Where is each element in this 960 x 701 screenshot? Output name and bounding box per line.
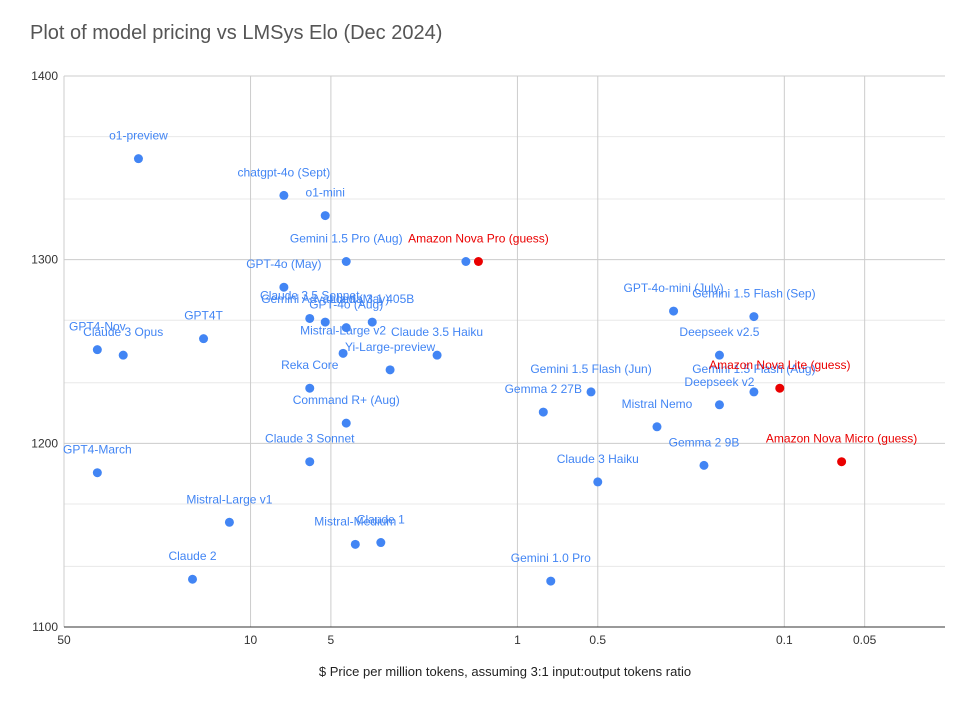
data-label: Claude 3 Haiku [557, 452, 639, 466]
data-label: GPT-4o (Aug) [309, 298, 383, 312]
data-point [669, 306, 679, 316]
data-point [652, 422, 662, 432]
x-tick-label: 10 [244, 633, 258, 647]
data-point [586, 387, 596, 397]
y-tick-label: 1400 [31, 69, 58, 83]
data-point [837, 457, 847, 467]
data-label: Command R+ (Aug) [293, 393, 400, 407]
data-label: GPT4T [184, 309, 223, 323]
data-label: Mistral-Large v2 [300, 323, 386, 337]
data-point [714, 400, 724, 410]
data-label: Gemini 1.5 Pro (Aug) [290, 232, 403, 246]
data-label: Claude 3 Sonnet [265, 432, 355, 446]
data-point [188, 574, 198, 584]
data-point [461, 257, 471, 267]
data-label: Claude 3.5 Haiku [391, 325, 483, 339]
data-label: Mistral-Large v1 [186, 492, 272, 506]
data-point [92, 468, 102, 478]
data-point [224, 517, 234, 527]
data-label: Deepseek v2.5 [679, 325, 759, 339]
data-point [133, 154, 143, 164]
x-tick-label: 1 [514, 633, 521, 647]
y-tick-label: 1100 [32, 620, 58, 634]
data-point [593, 477, 603, 487]
data-label: Claude 3.5 Sonnet [260, 288, 360, 302]
data-point [367, 317, 377, 327]
data-label: Gemini 1.5 Flash (Aug) [692, 362, 815, 376]
data-point [538, 407, 548, 417]
data-point [546, 576, 556, 586]
x-tick-label: 0.05 [853, 633, 877, 647]
data-label: Mistral Nemo [622, 397, 693, 411]
data-label: Claude 1 [357, 513, 405, 527]
x-axis-title: $ Price per million tokens, assuming 3:1… [318, 664, 692, 679]
data-point [699, 460, 709, 470]
data-label: GPT-4o (May) [246, 257, 321, 271]
x-tick-label: 0.5 [589, 633, 606, 647]
data-label: GPT4-March [63, 443, 132, 457]
data-label: Amazon Nova Lite (guess) [709, 358, 850, 372]
data-point [320, 211, 330, 221]
y-tick-label: 1300 [31, 253, 58, 267]
data-point [320, 317, 330, 327]
data-label: Gemini 1.5 Flash (Jun) [530, 362, 651, 376]
data-label: Gemini Advanced (May) [261, 292, 389, 306]
data-point [118, 350, 128, 360]
data-label: Deepseek v2 [684, 375, 754, 389]
data-label: Amazon Nova Pro (guess) [408, 232, 549, 246]
y-tick-label: 1200 [31, 436, 58, 450]
data-point [749, 387, 759, 397]
data-label: Amazon Nova Micro (guess) [766, 432, 917, 446]
x-tick-label: 0.1 [776, 633, 793, 647]
data-point [376, 538, 386, 548]
data-label: chatgpt-4o (Sept) [238, 165, 331, 179]
chart-title: Plot of model pricing vs LMSys Elo (Dec … [30, 22, 443, 44]
data-label: Gemma 2 9B [669, 435, 740, 449]
x-tick-label: 5 [328, 633, 335, 647]
data-point [92, 345, 102, 355]
data-label: Claude 3 Opus [83, 325, 163, 339]
data-point [341, 257, 351, 267]
data-label: Gemini 1.0 Pro [511, 551, 591, 565]
data-point [775, 383, 785, 393]
data-point [473, 257, 483, 267]
data-label: GPT4-Nov [69, 320, 126, 334]
data-point [199, 334, 209, 344]
data-label: Reka Core [281, 358, 339, 372]
data-label: Llama 3.1 405B [330, 292, 414, 306]
data-point [341, 323, 351, 333]
data-point [279, 282, 289, 292]
data-label: o1-preview [109, 129, 168, 143]
data-point [305, 457, 315, 467]
data-point [432, 350, 442, 360]
x-tick-label: 50 [57, 633, 71, 647]
data-point [350, 539, 360, 549]
data-label: GPT-4o-mini (July) [624, 281, 724, 295]
data-point [714, 350, 724, 360]
data-label: Claude 2 [168, 549, 216, 563]
data-point [749, 312, 759, 322]
data-point [279, 190, 289, 200]
data-label: Gemma 2 27B [505, 382, 582, 396]
data-label: Gemini 1.5 Flash (Sep) [692, 287, 815, 301]
data-label: o1-mini [306, 186, 345, 200]
data-point [341, 418, 351, 428]
data-point [305, 383, 315, 393]
data-point [338, 348, 348, 358]
data-label: Mistral-Medium [314, 514, 396, 528]
data-label: Yi-Large-preview [345, 340, 436, 354]
data-point [385, 365, 395, 375]
data-point [305, 313, 315, 323]
